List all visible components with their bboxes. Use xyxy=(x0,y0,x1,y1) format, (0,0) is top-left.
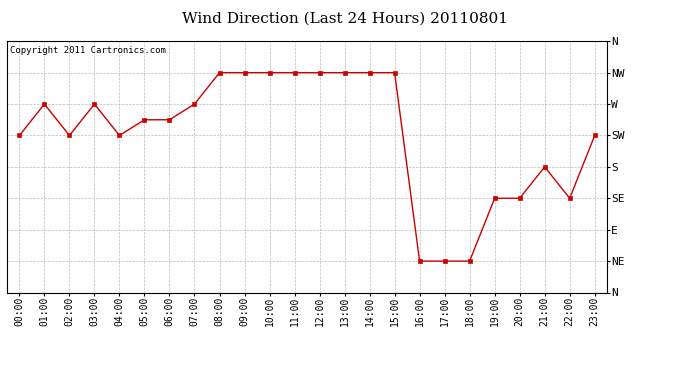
Text: Wind Direction (Last 24 Hours) 20110801: Wind Direction (Last 24 Hours) 20110801 xyxy=(182,11,508,25)
Text: Copyright 2011 Cartronics.com: Copyright 2011 Cartronics.com xyxy=(10,46,166,55)
